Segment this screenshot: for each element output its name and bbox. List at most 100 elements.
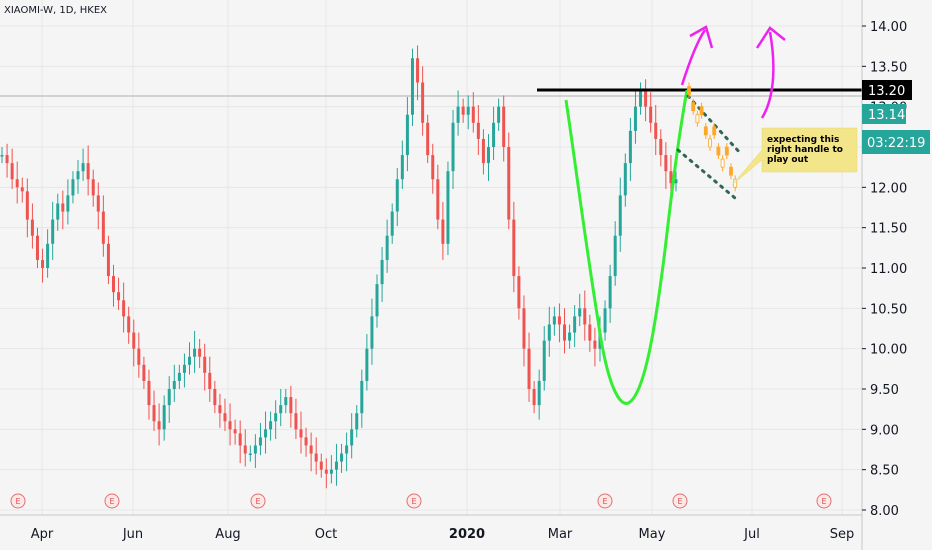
cup-curve[interactable] [564, 89, 689, 405]
earnings-marker[interactable] [104, 493, 120, 509]
candle-body [309, 445, 313, 454]
arrow-right[interactable] [760, 31, 775, 119]
handle-bar-body [708, 138, 712, 148]
candle-body [96, 195, 100, 212]
resistance-tag [862, 80, 912, 100]
candle-body [299, 429, 303, 438]
candle-body [238, 433, 242, 446]
candle-body [71, 179, 75, 196]
handle-bar-body [712, 126, 717, 136]
y-tick-label: 8.50 [870, 464, 899, 479]
candle-body [639, 90, 643, 107]
resistance-tag-label: 13.20 [868, 84, 905, 99]
candle-body [573, 316, 577, 333]
candle-body [76, 171, 80, 180]
candle-body [228, 421, 232, 430]
y-tick-label: 8.00 [870, 504, 899, 519]
candle-body [25, 191, 29, 220]
y-tick-label: 10.00 [870, 343, 907, 358]
candle-body [117, 292, 121, 301]
candle-body [618, 195, 622, 236]
last-price-tag-label: 13.14 [868, 108, 905, 123]
candle-body [279, 405, 283, 414]
candle-body [81, 163, 85, 172]
candle-body [451, 122, 455, 172]
candle-body [167, 389, 171, 406]
candle-body [258, 437, 262, 446]
candle-body [674, 179, 678, 184]
earnings-marker[interactable] [406, 493, 422, 509]
candle-body [233, 429, 237, 434]
candle-body [405, 114, 409, 156]
earnings-marker[interactable] [597, 493, 613, 509]
candle-body [471, 106, 475, 123]
candle-body [15, 179, 19, 188]
arrow-left-head [689, 25, 714, 49]
y-tick-label: 10.50 [870, 302, 907, 317]
handle-bar-body [691, 102, 696, 112]
handle-bar-body [687, 86, 691, 95]
candle-body [162, 405, 166, 430]
candle-body [41, 259, 45, 268]
price-axis[interactable]: 14.0013.5013.0012.5012.0011.5011.0010.50… [862, 20, 907, 519]
candle-body [456, 106, 460, 123]
time-axis[interactable]: Apr Jun Aug Oct 2020 Mar May Jul Sep [31, 527, 855, 542]
earnings-marker-label: E [821, 497, 826, 506]
candle-body [132, 332, 136, 349]
candle-body [51, 219, 55, 244]
last-price-tag [862, 104, 906, 124]
candle-body [208, 372, 212, 389]
x-tick-label: May [639, 527, 666, 542]
earnings-marker[interactable] [672, 493, 688, 509]
candle-body [400, 155, 404, 180]
earnings-marker[interactable] [10, 493, 26, 509]
annotation-text-2: right handle to [767, 145, 843, 155]
candle-body [269, 421, 273, 430]
candle-body [122, 300, 126, 317]
candle-body [243, 445, 247, 454]
candle-body [557, 316, 561, 325]
candle-body [664, 155, 668, 172]
arrow-left[interactable] [680, 29, 707, 86]
x-tick-label: Mar [548, 527, 573, 542]
candle-body [552, 316, 556, 325]
projected-handle-bars [687, 82, 738, 192]
arrow-right-head [755, 26, 786, 49]
candle-body [486, 147, 490, 164]
channel-upper[interactable] [686, 94, 744, 157]
candle-body [355, 413, 359, 430]
candle-body [502, 106, 506, 147]
candle-body [304, 437, 308, 446]
candle-body [507, 147, 511, 220]
candle-body [385, 235, 389, 260]
candle-body [492, 122, 496, 147]
candle-body [218, 405, 222, 414]
candle-body [644, 90, 648, 107]
candle-body [294, 413, 298, 430]
handle-bar-body [703, 126, 708, 136]
handle-bar-body [729, 166, 733, 176]
handle-bar-body [695, 114, 700, 124]
candle-body [61, 203, 65, 212]
candle-body [264, 429, 268, 438]
candlesticks [0, 45, 678, 489]
candle-body [537, 380, 541, 406]
candle-body [223, 413, 227, 422]
x-tick-label: Jun [122, 527, 143, 542]
candle-body [370, 316, 374, 349]
candle-body [512, 219, 516, 277]
candle-body [203, 356, 207, 373]
candle-body [441, 219, 445, 244]
annotation-note[interactable]: expecting this right handle to play out [731, 127, 858, 186]
earnings-marker[interactable] [250, 493, 266, 509]
candle-body [578, 308, 582, 317]
candle-body [421, 82, 425, 123]
candle-body [177, 372, 181, 381]
candle-body [111, 276, 115, 293]
candle-body [360, 380, 364, 414]
candle-body [395, 179, 399, 212]
earnings-marker[interactable] [816, 493, 832, 509]
